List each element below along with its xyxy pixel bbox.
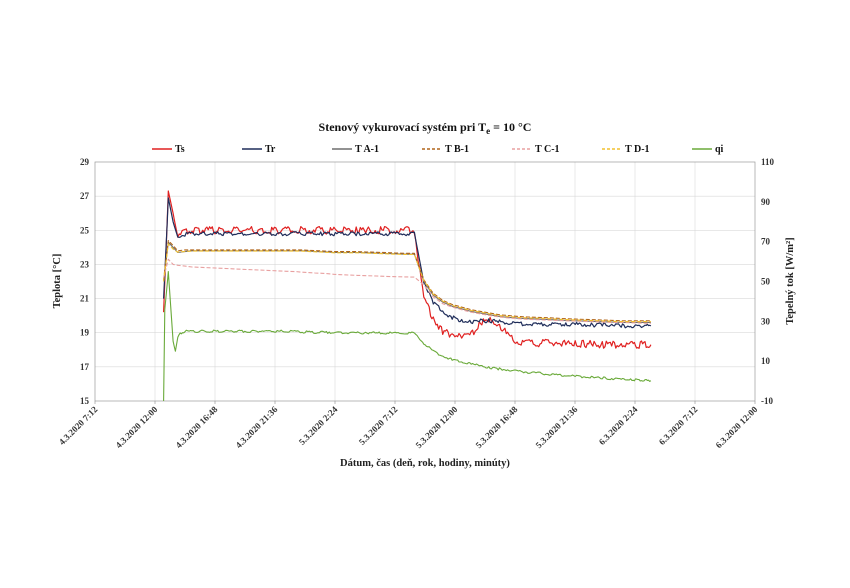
y2-tick-label: -10	[761, 396, 773, 406]
grid	[95, 162, 755, 401]
y-tick-label: 25	[80, 225, 90, 235]
x-tick-label: 4.3.2020 16:48	[174, 404, 220, 450]
x-tick-label: 6.3.2020 12:00	[714, 404, 760, 450]
x-tick-label: 4.3.2020 12:00	[114, 404, 160, 450]
y2-tick-label: 10	[761, 356, 771, 366]
legend-label: qi	[715, 144, 724, 155]
y2-axis-label: Tepelný tok [W/m²]	[785, 237, 796, 324]
title-subscript: e	[486, 126, 490, 136]
y2-tick-label: 30	[761, 316, 771, 326]
y-tick-label: 19	[80, 328, 90, 338]
title-main: Stenový vykurovací systém pri T	[319, 120, 487, 134]
chart-title: Stenový vykurovací systém pri Te = 10 °C	[319, 120, 532, 136]
x-tick-label: 4.3.2020 21:36	[234, 404, 280, 450]
y-tick-label: 17	[80, 362, 90, 372]
y-tick-label: 29	[80, 157, 90, 167]
x-tick-label: 5.3.2020 2:24	[297, 404, 340, 447]
y2-tick-label: 50	[761, 277, 771, 287]
series-line-t-c-1	[163, 258, 651, 324]
x-tick-label: 4.3.2020 7:12	[57, 404, 100, 447]
series-line-t-a-1	[163, 241, 651, 324]
y-tick-label: 23	[80, 259, 90, 269]
legend-label: T D-1	[625, 144, 650, 155]
x-tick-label: 5.3.2020 12:00	[414, 404, 460, 450]
x-tick-label: 5.3.2020 7:12	[357, 404, 400, 447]
legend: Ts Tr T A-1 T B-1 T C-1 T D-1 qi	[152, 144, 724, 155]
x-axis-label: Dátum, čas (deň, rok, hodiny, minúty)	[340, 458, 510, 469]
y2-tick-label: 90	[761, 197, 771, 207]
x-tick-label: 5.3.2020 16:48	[474, 404, 520, 450]
y2-tick-label: 70	[761, 237, 771, 247]
series-group	[163, 190, 652, 402]
y-tick-label: 27	[80, 191, 90, 201]
series-line-t-b-1	[163, 239, 651, 322]
x-axis: 4.3.2020 7:12 4.3.2020 12:00 4.3.2020 16:4…	[57, 401, 760, 450]
legend-label: T C-1	[535, 144, 560, 155]
series-line-tr	[163, 197, 652, 329]
title-suffix: = 10 °C	[490, 120, 531, 134]
y-axis-label: Teplota [°C]	[52, 254, 63, 309]
y-axis-left: 15 17 19 21 23 25 27 29	[80, 157, 90, 406]
plot-frame	[94, 161, 756, 402]
x-tick-label: 6.3.2020 7:12	[657, 404, 700, 447]
legend-label: T A-1	[355, 144, 379, 155]
legend-label: Tr	[265, 144, 276, 155]
x-tick-label: 5.3.2020 21:36	[534, 404, 580, 450]
series-line-qi	[163, 270, 652, 402]
y-tick-label: 15	[80, 396, 90, 406]
y-axis-right: -10 10 30 50 70 90 110	[761, 157, 775, 406]
series-line-t-d-1	[163, 243, 651, 323]
series-line-ts	[163, 190, 652, 349]
y2-tick-label: 110	[761, 157, 775, 167]
legend-label: T B-1	[445, 144, 469, 155]
x-tick-label: 6.3.2020 2:24	[597, 404, 640, 447]
legend-label: Ts	[175, 144, 185, 155]
y-tick-label: 21	[80, 294, 90, 304]
